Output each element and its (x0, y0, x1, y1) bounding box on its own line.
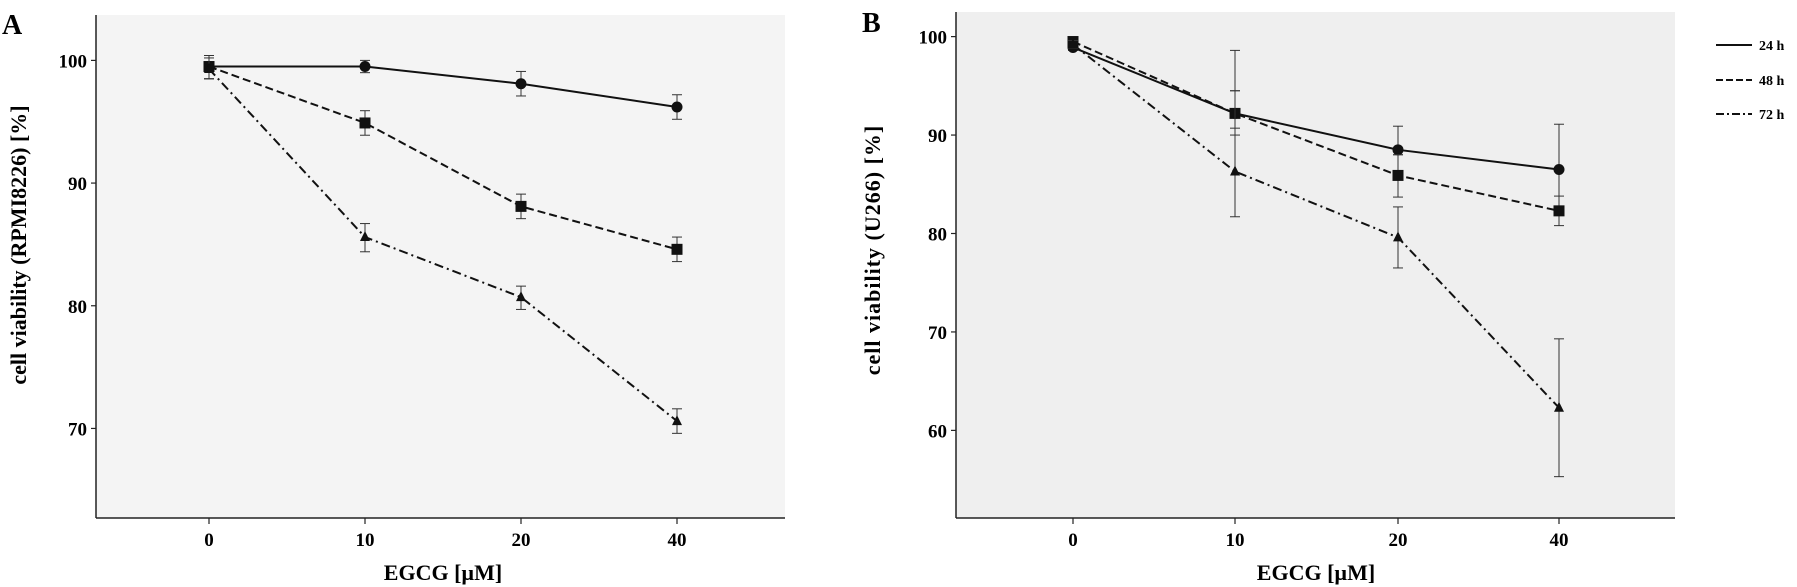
data-point-square (1392, 169, 1404, 181)
y-axis-label-a: cell viability (RPMI8226) [%] (6, 105, 31, 384)
y-tick-label: 100 (919, 28, 948, 49)
data-point-circle (1392, 144, 1404, 156)
series-line (1072, 43, 1560, 409)
plot-area-b (956, 12, 1675, 518)
data-point-triangle (516, 291, 526, 302)
data-point-triangle (360, 231, 370, 242)
y-tick-label: 70 (928, 323, 947, 344)
series-b (1067, 36, 1565, 478)
legend-entry-48h: 48 h (1716, 74, 1785, 89)
legend-label: 72 h (1759, 108, 1785, 123)
panel-label-a: A (2, 10, 23, 41)
data-point-triangle (204, 62, 214, 73)
x-tick-label: 40 (1550, 530, 1569, 551)
series-line (208, 68, 678, 422)
x-tick-label: 20 (512, 530, 531, 551)
series-line (1072, 46, 1560, 171)
panel-b: B EGCG [µM] cell viability (U266) [%] 0 1… (860, 8, 1675, 585)
y-tick-label: 100 (59, 51, 88, 72)
series-72h (1068, 38, 1564, 478)
legend-entry-72h: 72 h (1716, 108, 1785, 123)
series-line (1072, 40, 1560, 212)
x-tick-label: 10 (1226, 530, 1245, 551)
data-point-square (515, 200, 527, 212)
x-ticks-b: 0 10 20 40 (1068, 518, 1569, 551)
y-tick-label: 90 (68, 174, 87, 195)
series-line (209, 65, 678, 109)
y-axis-label-b: cell viability (U266) [%] (860, 125, 885, 375)
y-tick-label: 80 (928, 224, 947, 245)
data-point-triangle (1230, 165, 1240, 176)
legend-label: 24 h (1759, 39, 1785, 54)
x-tick-label: 10 (356, 530, 375, 551)
legend: 24 h 48 h 72 h (1716, 39, 1785, 123)
series-72h (204, 57, 682, 434)
panel-a: A EGCG [µM] cell viability (RPMI8226) [%… (2, 10, 785, 585)
x-tick-label: 40 (668, 530, 687, 551)
data-point-circle (1553, 164, 1565, 176)
y-ticks-a: 100 90 80 70 (59, 51, 96, 440)
y-tick-label: 60 (928, 421, 947, 442)
data-point-triangle (1393, 231, 1403, 242)
data-point-square (359, 117, 371, 129)
panel-label-b: B (862, 8, 881, 39)
y-tick-label: 90 (928, 126, 947, 147)
x-tick-label: 0 (1068, 530, 1078, 551)
series-line (208, 65, 678, 251)
x-tick-label: 0 (204, 530, 214, 551)
x-axis-label-a: EGCG [µM] (384, 560, 502, 585)
y-tick-label: 80 (68, 297, 87, 318)
data-point-triangle (1554, 401, 1564, 412)
x-tick-label: 20 (1389, 530, 1408, 551)
data-point-square (1553, 205, 1565, 217)
data-point-circle (671, 101, 683, 113)
y-tick-label: 70 (68, 419, 87, 440)
series-a (203, 54, 683, 434)
data-point-circle (359, 61, 371, 73)
data-point-triangle (672, 415, 682, 426)
data-point-circle (515, 78, 527, 90)
data-point-triangle (1068, 38, 1078, 49)
x-ticks-a: 0 10 20 40 (204, 518, 687, 551)
x-axis-label-b: EGCG [µM] (1257, 560, 1375, 585)
y-ticks-b: 100 90 80 70 60 (919, 28, 956, 442)
legend-entry-24h: 24 h (1716, 39, 1785, 54)
legend-label: 48 h (1759, 74, 1785, 89)
data-point-square (671, 243, 683, 255)
